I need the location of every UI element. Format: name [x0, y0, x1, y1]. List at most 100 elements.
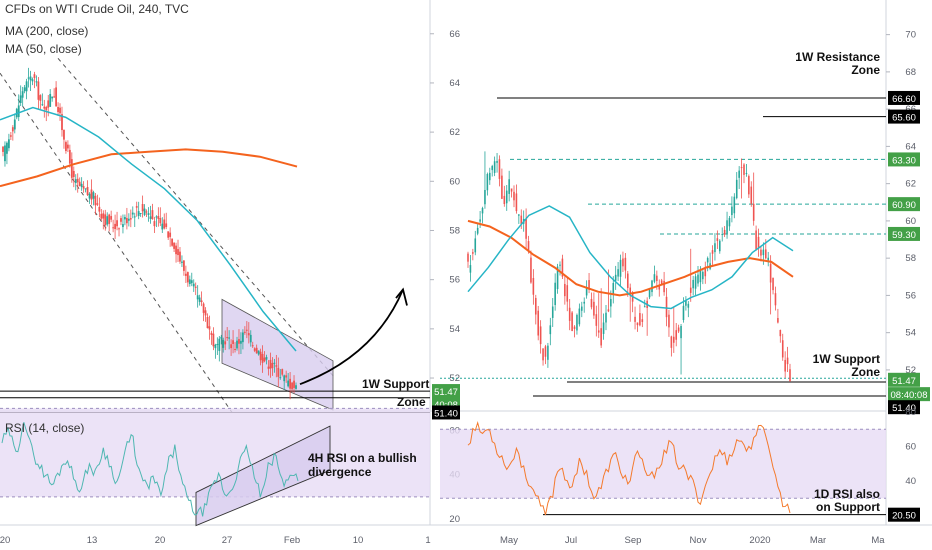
candle-body: [175, 245, 177, 255]
candle-body: [155, 216, 158, 218]
candle-body: [605, 312, 607, 323]
candle-body: [510, 188, 513, 192]
candle-body: [82, 186, 85, 189]
price-tick-label: 52: [449, 373, 460, 384]
candle-body: [122, 224, 124, 228]
candle-body: [206, 316, 209, 329]
time-tick-label: May: [500, 535, 518, 546]
candle-body: [147, 213, 150, 216]
candle-body: [743, 164, 745, 175]
candle-body: [228, 337, 231, 339]
candle-body: [263, 357, 266, 362]
candle-body: [675, 330, 678, 340]
candle-body: [595, 314, 598, 326]
candle-body: [665, 296, 668, 318]
candle-body: [192, 283, 195, 287]
price-tick-label: 68: [905, 67, 916, 78]
candle-body: [161, 223, 164, 230]
candle-body: [230, 344, 233, 349]
candle-body: [269, 359, 272, 369]
rsi-tick-label: 20: [449, 514, 460, 525]
candle-body: [733, 196, 736, 214]
candle-body: [11, 127, 14, 132]
candle-body: [682, 305, 685, 321]
candle-body: [261, 353, 264, 363]
candle-body: [786, 357, 789, 365]
price-tick-label: 64: [905, 141, 916, 152]
price-tick-label: 70: [905, 30, 916, 41]
candle-body: [726, 220, 728, 235]
candle-body: [23, 87, 26, 92]
ma200-line-1d: [467, 219, 794, 297]
candle-body: [133, 216, 136, 218]
candle-body: [259, 351, 262, 361]
price-tag-label: 51.40: [892, 403, 916, 414]
candle-body: [196, 295, 199, 300]
candle-body: [267, 366, 270, 369]
candle-body: [501, 175, 503, 199]
candle-body: [68, 149, 71, 164]
candle-body: [198, 297, 201, 302]
candle-body: [135, 206, 138, 208]
candle-body: [697, 274, 699, 284]
ma200-line: [0, 148, 298, 188]
candle-body: [779, 329, 782, 337]
price-tag-box: [432, 384, 460, 399]
candle-body: [183, 260, 185, 271]
candle-body: [612, 283, 615, 295]
candle-body: [718, 240, 721, 252]
candle-body: [253, 348, 256, 351]
candle-body: [624, 257, 627, 271]
candle-body: [94, 195, 97, 206]
candle-body: [55, 87, 57, 107]
candle-body: [503, 195, 506, 205]
candle-body: [493, 161, 496, 173]
candle-body: [21, 91, 24, 98]
price-tick-label: 54: [449, 324, 460, 335]
candle-body: [479, 219, 481, 222]
candle-body: [98, 206, 101, 212]
time-tick-label: 2020: [749, 535, 770, 546]
candle-body: [663, 280, 665, 293]
candle-body: [204, 310, 207, 316]
candle-body: [699, 269, 702, 283]
candle-body: [745, 173, 748, 175]
candle-body: [542, 348, 544, 361]
candle-body: [271, 362, 274, 369]
candle-body: [289, 378, 292, 389]
candle-body: [255, 347, 258, 354]
candle-body: [593, 301, 595, 316]
time-tick-label: Mar: [810, 535, 826, 546]
candle-body: [472, 252, 474, 254]
candle-body: [74, 179, 77, 184]
candle-body: [677, 327, 680, 332]
candle-body: [658, 284, 661, 290]
candle-body: [129, 218, 132, 220]
price-tick-label: 56: [449, 275, 460, 286]
rsi-annotation-line2: divergence: [308, 465, 372, 479]
candle-body: [568, 307, 571, 321]
price-tick-label: 58: [905, 253, 916, 264]
candle-body: [551, 306, 554, 318]
candle-body: [476, 227, 479, 234]
candle-body: [251, 345, 254, 347]
candle-body: [19, 95, 22, 104]
price-tag-box: [888, 226, 920, 241]
candle-body: [525, 218, 527, 239]
candle-body: [532, 278, 535, 295]
candle-body: [534, 297, 537, 315]
candle-body: [243, 331, 246, 333]
time-tick-label: 20: [155, 535, 166, 546]
candle-body: [672, 336, 675, 343]
candle-body: [781, 340, 784, 358]
price-tick-label: 64: [449, 78, 460, 89]
price-tick-label: 60: [905, 216, 916, 227]
candle-body: [641, 319, 644, 322]
candle-body: [777, 318, 779, 323]
candle-body: [169, 232, 172, 237]
candle-body: [57, 107, 59, 113]
candle-body: [131, 212, 134, 215]
price-tick-label: 52: [905, 365, 916, 376]
candle-body: [240, 340, 242, 344]
candle-body: [530, 257, 532, 283]
